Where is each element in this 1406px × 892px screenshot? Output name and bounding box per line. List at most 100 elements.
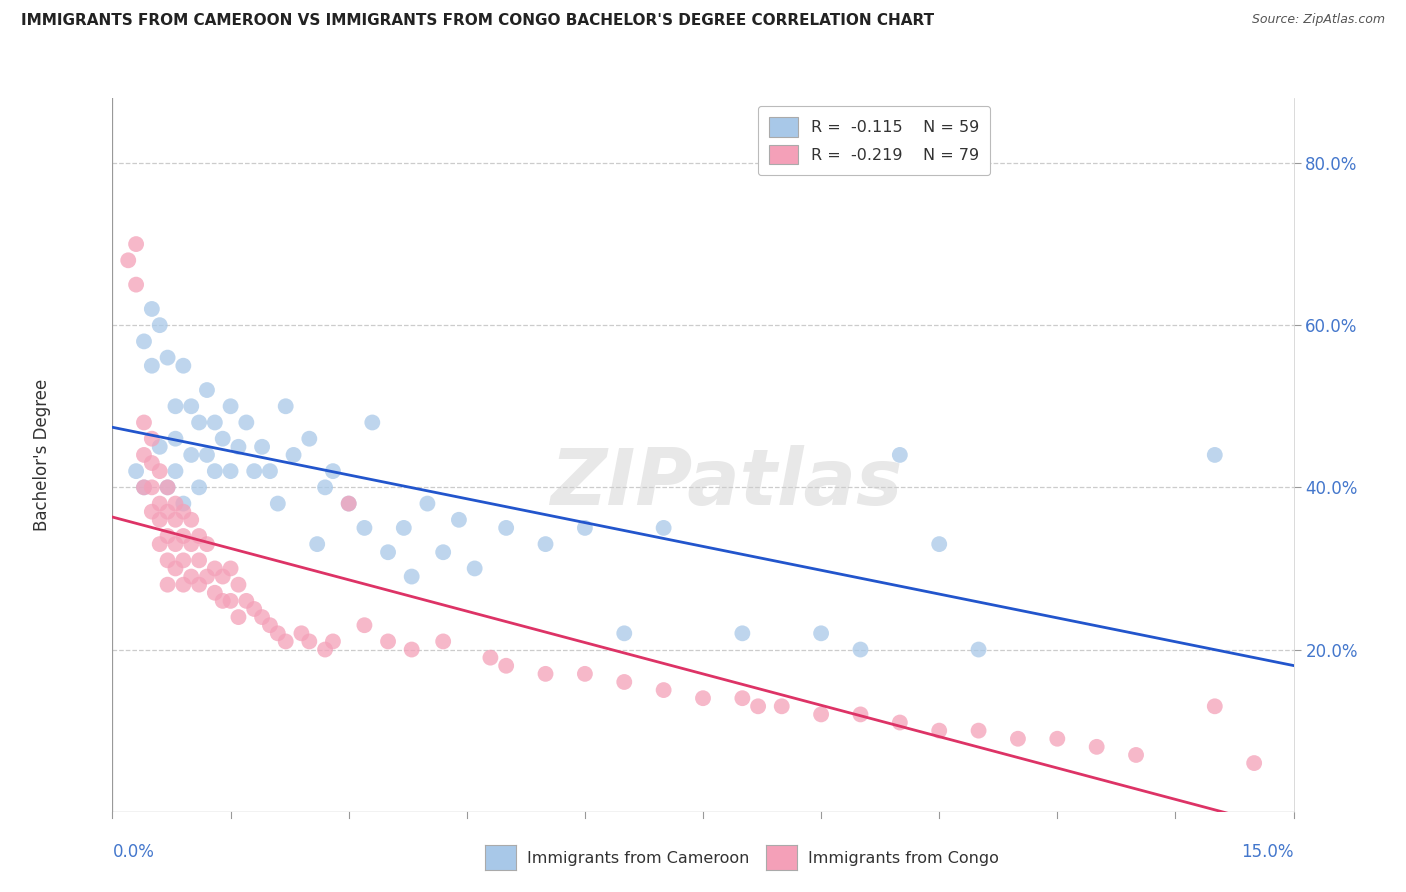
Point bbox=[928, 723, 950, 738]
Point bbox=[353, 618, 375, 632]
Point bbox=[211, 432, 233, 446]
Point bbox=[283, 448, 305, 462]
Point bbox=[219, 594, 242, 608]
Point bbox=[149, 464, 172, 478]
Point bbox=[243, 602, 266, 616]
Point bbox=[228, 440, 250, 454]
Point bbox=[125, 464, 148, 478]
Point bbox=[298, 432, 321, 446]
Text: Bachelor's Degree: Bachelor's Degree bbox=[32, 379, 51, 531]
Point bbox=[377, 545, 399, 559]
Point bbox=[195, 537, 218, 551]
Point bbox=[250, 440, 273, 454]
Point bbox=[132, 416, 155, 430]
Point bbox=[165, 497, 187, 511]
Point bbox=[810, 626, 832, 640]
Point bbox=[188, 577, 211, 591]
Point bbox=[235, 416, 257, 430]
Point bbox=[1007, 731, 1029, 746]
Point bbox=[188, 480, 211, 494]
Point bbox=[195, 448, 218, 462]
Point bbox=[337, 497, 360, 511]
Point bbox=[613, 675, 636, 690]
Point bbox=[274, 399, 297, 413]
Point bbox=[156, 505, 179, 519]
Point bbox=[1085, 739, 1108, 754]
Point bbox=[219, 464, 242, 478]
Point bbox=[141, 301, 163, 316]
Point bbox=[211, 594, 233, 608]
Point bbox=[156, 577, 179, 591]
Text: 0.0%: 0.0% bbox=[112, 843, 155, 861]
Point bbox=[692, 691, 714, 706]
Point bbox=[141, 505, 163, 519]
Point bbox=[165, 464, 187, 478]
Point bbox=[416, 497, 439, 511]
Point bbox=[1204, 699, 1226, 714]
Point bbox=[149, 513, 172, 527]
Point bbox=[1046, 731, 1069, 746]
Text: IMMIGRANTS FROM CAMEROON VS IMMIGRANTS FROM CONGO BACHELOR'S DEGREE CORRELATION : IMMIGRANTS FROM CAMEROON VS IMMIGRANTS F… bbox=[21, 13, 934, 29]
Point bbox=[810, 707, 832, 722]
Point bbox=[156, 351, 179, 365]
Point bbox=[141, 456, 163, 470]
Point bbox=[172, 505, 194, 519]
Point bbox=[235, 594, 257, 608]
Point bbox=[889, 715, 911, 730]
Point bbox=[149, 440, 172, 454]
Point bbox=[770, 699, 793, 714]
Point bbox=[849, 642, 872, 657]
Point bbox=[889, 448, 911, 462]
Point bbox=[534, 537, 557, 551]
Point bbox=[165, 561, 187, 575]
Point bbox=[117, 253, 139, 268]
Point bbox=[401, 569, 423, 583]
Point bbox=[149, 497, 172, 511]
Point bbox=[165, 537, 187, 551]
Point bbox=[250, 610, 273, 624]
Point bbox=[228, 577, 250, 591]
Point bbox=[432, 545, 454, 559]
Point bbox=[432, 634, 454, 648]
Point bbox=[613, 626, 636, 640]
Point bbox=[401, 642, 423, 657]
Text: ZIPatlas: ZIPatlas bbox=[551, 445, 903, 522]
Point bbox=[149, 318, 172, 333]
Point bbox=[652, 683, 675, 698]
Point bbox=[1204, 448, 1226, 462]
Point bbox=[172, 359, 194, 373]
Point bbox=[747, 699, 769, 714]
Point bbox=[337, 497, 360, 511]
Text: Immigrants from Cameroon: Immigrants from Cameroon bbox=[527, 851, 749, 865]
Point bbox=[125, 237, 148, 252]
Point bbox=[353, 521, 375, 535]
Point bbox=[322, 464, 344, 478]
Point bbox=[141, 432, 163, 446]
Text: 15.0%: 15.0% bbox=[1241, 843, 1294, 861]
Point bbox=[156, 529, 179, 543]
Point bbox=[495, 521, 517, 535]
Point bbox=[180, 448, 202, 462]
Point bbox=[188, 416, 211, 430]
Point bbox=[188, 529, 211, 543]
Point bbox=[534, 666, 557, 681]
Point bbox=[195, 383, 218, 397]
Point bbox=[180, 569, 202, 583]
Point bbox=[165, 513, 187, 527]
Point bbox=[125, 277, 148, 292]
Point bbox=[361, 416, 384, 430]
Point bbox=[204, 464, 226, 478]
Point bbox=[149, 537, 172, 551]
Point bbox=[204, 561, 226, 575]
Point bbox=[849, 707, 872, 722]
Point bbox=[259, 618, 281, 632]
Point bbox=[307, 537, 329, 551]
Point bbox=[132, 480, 155, 494]
Point bbox=[172, 577, 194, 591]
Point bbox=[928, 537, 950, 551]
Point bbox=[259, 464, 281, 478]
Legend: R =  -0.115    N = 59, R =  -0.219    N = 79: R = -0.115 N = 59, R = -0.219 N = 79 bbox=[758, 106, 990, 176]
Point bbox=[495, 658, 517, 673]
Point bbox=[156, 480, 179, 494]
Point bbox=[141, 480, 163, 494]
